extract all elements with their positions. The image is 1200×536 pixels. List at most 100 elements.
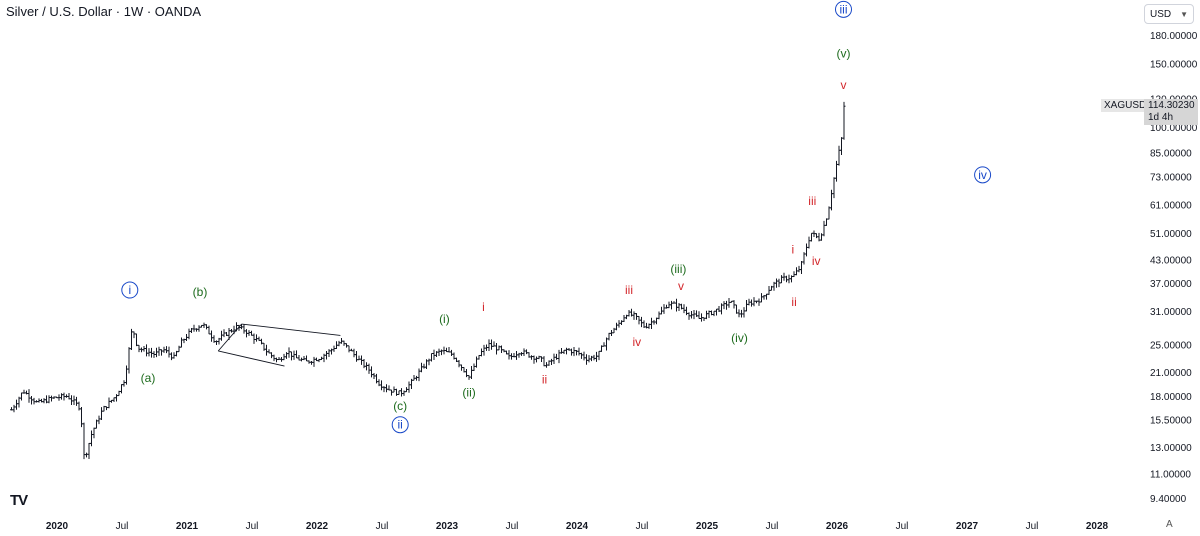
x-tick-label: 2024 — [566, 521, 589, 532]
wave-circle — [835, 0, 852, 18]
ohlc-bar — [60, 393, 63, 400]
tradingview-logo-icon[interactable]: TV — [10, 492, 28, 509]
y-tick-label: 150.00000 — [1150, 60, 1198, 71]
ohlc-bar — [440, 349, 443, 356]
wave-label[interactable]: (v) — [837, 46, 851, 60]
wave-label-text: v — [841, 78, 847, 92]
ohlc-bar — [582, 351, 586, 361]
wave-label[interactable]: (a) — [141, 371, 156, 385]
ohlc-bar — [192, 324, 196, 332]
y-tick-label: 13.00000 — [1150, 443, 1192, 454]
ohlc-bar — [127, 347, 131, 374]
wave-label[interactable]: ii — [791, 295, 796, 309]
auto-scale-button[interactable]: A — [1166, 519, 1173, 530]
wave-label[interactable]: v — [678, 279, 684, 293]
wave-label[interactable]: iii — [808, 194, 816, 208]
wave-label[interactable]: iii — [625, 283, 633, 297]
wave-label[interactable]: (b) — [193, 285, 208, 299]
elliott-wave-labels: iiiiiiiv(a)(b)(c)(i)(ii)(iii)(iv)(v)iiii… — [121, 0, 992, 434]
ohlc-bars — [10, 101, 846, 460]
wave-label[interactable]: v — [841, 78, 847, 92]
wave-label[interactable]: i — [791, 242, 794, 256]
last-price-badge: 114.30230 1d 4h — [1144, 99, 1198, 125]
time-axis[interactable]: 2020 Jul 2021 Jul 2022 Jul 2023 Jul 2024 Jul 2025 J… — [46, 521, 1109, 532]
wave-circle — [974, 166, 992, 184]
x-tick-label: Jul — [896, 521, 909, 532]
wave-label[interactable]: iv — [974, 166, 992, 184]
ohlc-bar — [722, 301, 726, 310]
wave-label-text: (ii) — [462, 386, 475, 400]
wave-label-text: (i) — [439, 312, 450, 326]
wave-label-text: ii — [542, 373, 547, 387]
ohlc-bar — [390, 389, 393, 396]
x-tick-label: Jul — [116, 521, 129, 532]
wave-label[interactable]: ii — [542, 373, 547, 387]
wave-circle — [391, 416, 409, 434]
ohlc-bar — [735, 304, 738, 314]
ohlc-bar — [365, 362, 368, 371]
x-tick-label: 2020 — [46, 521, 69, 532]
ohlc-bar — [352, 348, 356, 358]
ohlc-bar — [430, 352, 433, 362]
ohlc-bar — [90, 430, 93, 447]
ohlc-bar — [805, 243, 808, 257]
ohlc-bar — [270, 352, 273, 359]
ohlc-bar — [157, 346, 161, 356]
ohlc-bar — [422, 363, 426, 369]
ohlc-bar — [580, 352, 583, 359]
y-tick-label: 51.00000 — [1150, 229, 1192, 240]
ohlc-bar — [627, 310, 631, 317]
ohlc-bar — [207, 325, 211, 335]
ohlc-bar — [50, 395, 53, 402]
wave-label[interactable]: (i) — [439, 312, 450, 326]
ohlc-bar — [415, 375, 418, 381]
ohlc-bar — [552, 353, 556, 365]
wave-label[interactable]: (iv) — [731, 331, 748, 345]
ohlc-bar — [842, 101, 846, 140]
pattern-line[interactable] — [217, 323, 242, 352]
wave-label-text: i — [482, 300, 485, 314]
wave-label[interactable]: iv — [812, 254, 821, 268]
ohlc-bar — [750, 299, 753, 307]
ticker-label: XAGUSD — [1101, 99, 1150, 112]
wave-label-text: (b) — [193, 285, 208, 299]
ohlc-bar — [692, 310, 696, 320]
ohlc-bar — [815, 233, 818, 239]
wave-label-text: iv — [812, 254, 821, 268]
wave-label[interactable]: (ii) — [462, 386, 475, 400]
x-tick-label: 2026 — [826, 521, 849, 532]
wave-label[interactable]: (c) — [393, 399, 407, 413]
wave-label-text: ii — [791, 295, 796, 309]
ohlc-bar — [557, 349, 561, 364]
ohlc-bar — [522, 348, 526, 356]
wave-label-text: iv — [978, 168, 987, 182]
pattern-line[interactable] — [218, 350, 285, 367]
ohlc-bar — [800, 261, 803, 275]
ohlc-bar — [20, 392, 23, 401]
ohlc-bar — [712, 310, 716, 317]
wave-label[interactable]: iii — [835, 0, 852, 18]
wave-label[interactable]: ii — [391, 416, 409, 434]
x-tick-label: Jul — [636, 521, 649, 532]
ohlc-bar — [837, 145, 841, 166]
ohlc-bar — [660, 306, 663, 315]
ohlc-bar — [145, 344, 148, 357]
x-tick-label: 2021 — [176, 521, 199, 532]
wave-label[interactable]: (iii) — [670, 262, 686, 276]
ohlc-bar — [530, 355, 533, 360]
wave-label[interactable]: i — [121, 281, 139, 299]
ohlc-bar — [287, 347, 291, 358]
wave-label[interactable]: iv — [632, 335, 641, 349]
ohlc-bar — [797, 265, 801, 273]
ohlc-bar — [595, 351, 598, 362]
x-tick-label: Jul — [1026, 521, 1039, 532]
wave-label[interactable]: i — [482, 300, 485, 314]
ohlc-bar — [27, 389, 31, 403]
ohlc-bar — [242, 324, 246, 334]
ohlc-bar — [457, 359, 461, 368]
pattern-line[interactable] — [241, 323, 341, 336]
currency-selector[interactable]: USD ▼ — [1144, 4, 1194, 24]
ohlc-bar — [480, 348, 483, 357]
ohlc-bar — [490, 339, 493, 350]
